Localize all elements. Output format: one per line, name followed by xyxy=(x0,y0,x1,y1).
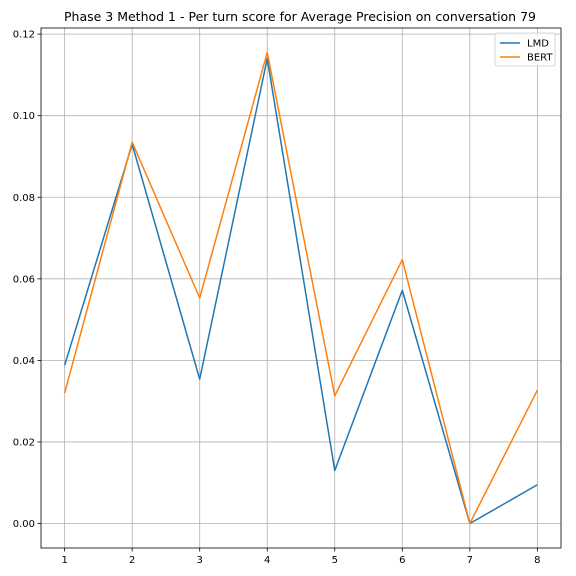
y-tick-label: 0.00 xyxy=(13,519,35,530)
legend-label-bert: BERT xyxy=(527,53,553,64)
y-tick-label: 0.02 xyxy=(13,437,35,448)
x-tick-label: 5 xyxy=(332,555,338,566)
x-tick-label: 7 xyxy=(467,555,473,566)
chart-title: Phase 3 Method 1 - Per turn score for Av… xyxy=(64,9,536,24)
y-tick-label: 0.10 xyxy=(13,111,35,122)
legend-label-lmd: LMD xyxy=(527,39,549,50)
series-line-lmd xyxy=(63,57,538,525)
x-tick-label: 2 xyxy=(129,555,135,566)
x-tick-label: 4 xyxy=(264,555,270,566)
axis-ticks: 1 2 3 4 5 6 7 8 0.00 0.02 0.04 0.06 0.08 0.10 0.12 xyxy=(13,30,541,566)
x-tick-label: 8 xyxy=(534,555,540,566)
y-tick-label: 0.08 xyxy=(13,193,35,204)
y-tick-label: 0.12 xyxy=(13,30,35,41)
x-tick-label: 6 xyxy=(399,555,405,566)
x-tick-label: 3 xyxy=(197,555,203,566)
y-tick-label: 0.04 xyxy=(13,356,35,367)
y-tick-label: 0.06 xyxy=(13,274,35,285)
grid-lines xyxy=(41,28,561,548)
series-line-bert xyxy=(63,51,539,525)
plot-frame xyxy=(40,27,562,549)
x-tick-label: 1 xyxy=(61,555,67,566)
legend: LMD BERT xyxy=(494,32,556,67)
series-lines xyxy=(63,51,539,525)
